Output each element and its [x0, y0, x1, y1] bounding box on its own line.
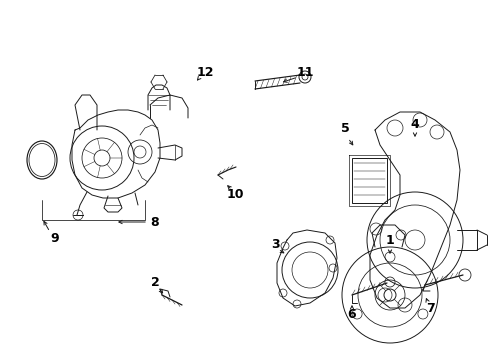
- Text: 3: 3: [270, 238, 279, 251]
- Text: 11: 11: [296, 67, 314, 80]
- Text: 4: 4: [411, 118, 419, 131]
- Text: 6: 6: [348, 309, 356, 321]
- Bar: [352, 158, 387, 203]
- Text: 2: 2: [150, 275, 159, 288]
- Text: 5: 5: [341, 122, 349, 135]
- Text: 8: 8: [151, 216, 159, 229]
- Text: 7: 7: [426, 302, 434, 315]
- Text: 12: 12: [196, 66, 214, 78]
- Text: 10: 10: [226, 189, 244, 202]
- Text: 1: 1: [386, 234, 394, 247]
- Text: 9: 9: [50, 231, 59, 244]
